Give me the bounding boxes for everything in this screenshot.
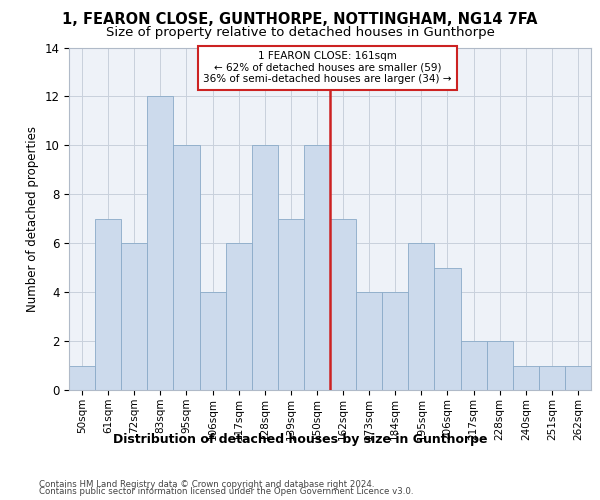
- Bar: [252, 146, 278, 390]
- Bar: [539, 366, 565, 390]
- Bar: [148, 96, 173, 390]
- Bar: [304, 146, 330, 390]
- Bar: [95, 219, 121, 390]
- Bar: [278, 219, 304, 390]
- Bar: [382, 292, 409, 390]
- Bar: [461, 341, 487, 390]
- Bar: [513, 366, 539, 390]
- Text: Distribution of detached houses by size in Gunthorpe: Distribution of detached houses by size …: [113, 432, 487, 446]
- Bar: [409, 243, 434, 390]
- Y-axis label: Number of detached properties: Number of detached properties: [26, 126, 40, 312]
- Bar: [199, 292, 226, 390]
- Bar: [226, 243, 252, 390]
- Text: Size of property relative to detached houses in Gunthorpe: Size of property relative to detached ho…: [106, 26, 494, 39]
- Text: 1 FEARON CLOSE: 161sqm
← 62% of detached houses are smaller (59)
36% of semi-det: 1 FEARON CLOSE: 161sqm ← 62% of detached…: [203, 51, 452, 84]
- Bar: [330, 219, 356, 390]
- Text: 1, FEARON CLOSE, GUNTHORPE, NOTTINGHAM, NG14 7FA: 1, FEARON CLOSE, GUNTHORPE, NOTTINGHAM, …: [62, 12, 538, 28]
- Bar: [487, 341, 513, 390]
- Bar: [121, 243, 148, 390]
- Bar: [565, 366, 591, 390]
- Text: Contains HM Land Registry data © Crown copyright and database right 2024.: Contains HM Land Registry data © Crown c…: [39, 480, 374, 489]
- Bar: [69, 366, 95, 390]
- Bar: [356, 292, 382, 390]
- Text: Contains public sector information licensed under the Open Government Licence v3: Contains public sector information licen…: [39, 488, 413, 496]
- Bar: [173, 146, 199, 390]
- Bar: [434, 268, 461, 390]
